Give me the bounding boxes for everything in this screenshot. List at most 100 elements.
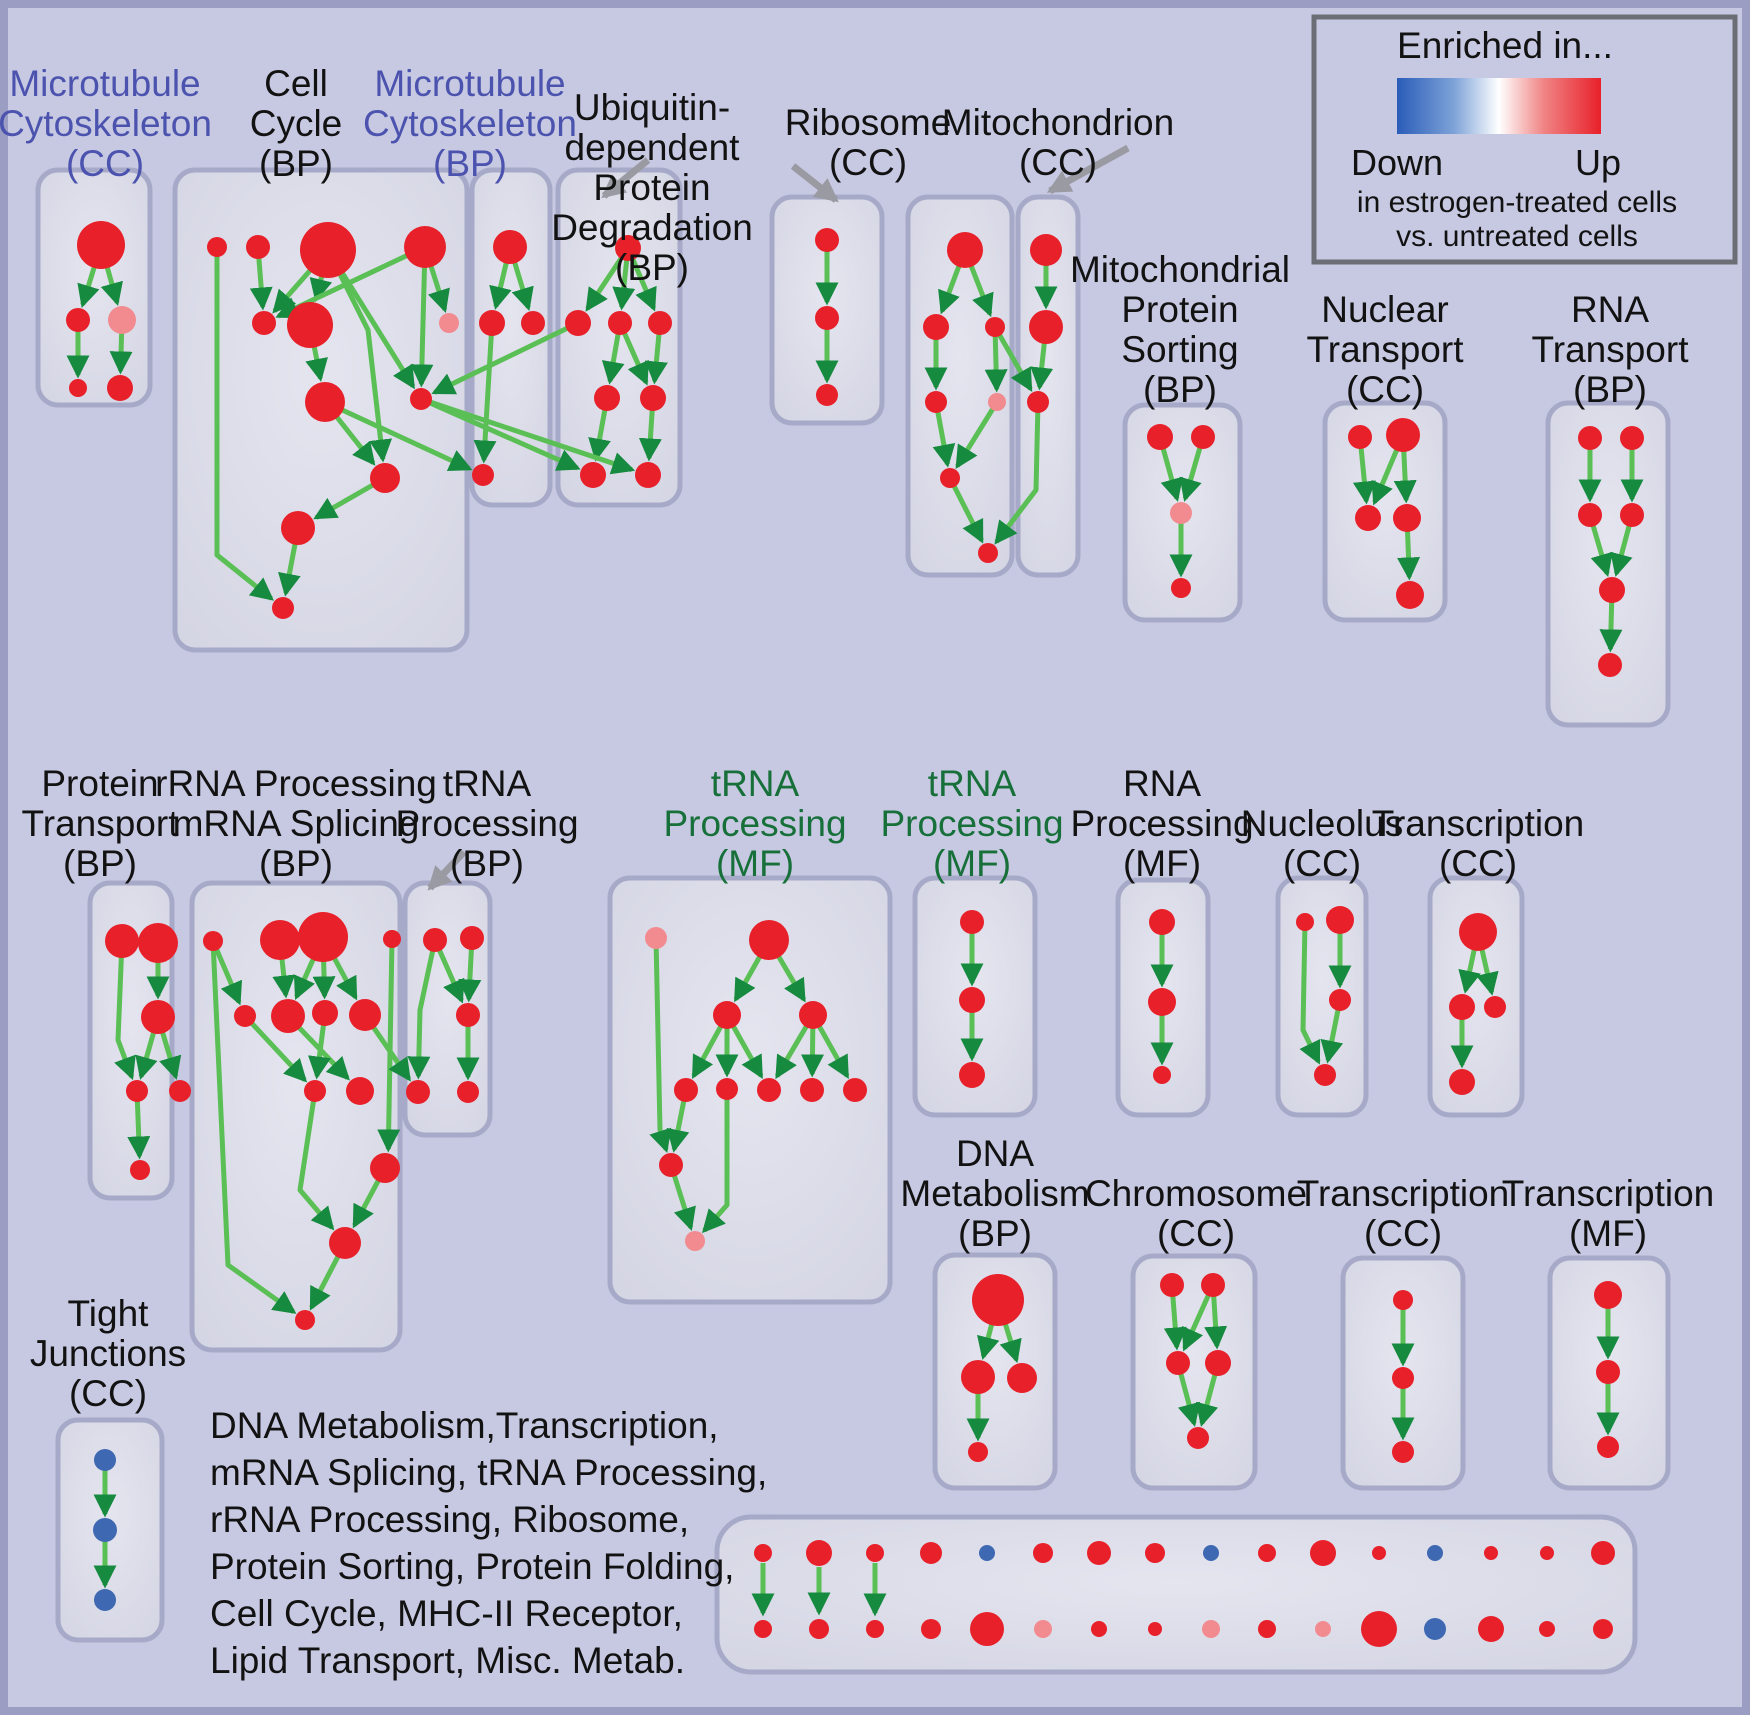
microtubule-cytoskeleton-bp-label: Microtubule Cytoskeleton (BP) [363,63,577,184]
go-term-node [1171,578,1191,598]
go-term-node [1329,989,1351,1011]
go-term-node [370,1153,400,1183]
go-term-node [207,237,227,257]
go-term-node [69,379,87,397]
rna-transport-bp-label: RNA Transport (BP) [1532,289,1690,410]
strip-node-bottom [1593,1619,1613,1639]
go-term-node [923,314,949,340]
go-term-node [94,1449,116,1471]
go-term-node [645,927,667,949]
go-term-node [312,1000,338,1026]
go-term-node [272,597,294,619]
go-term-node [281,511,315,545]
go-term-node [404,226,446,268]
go-term-node [1191,425,1215,449]
go-term-node [457,1081,479,1103]
nuclear-transport-cc-label: Nuclear Transport (CC) [1307,289,1465,410]
go-term-node [94,1589,116,1611]
go-term-node [406,1080,430,1104]
strip-node-top [1484,1546,1498,1560]
legend-title: Enriched in... [1397,25,1613,66]
strip-node-top [920,1542,942,1564]
ubiquitin-degradation-bp-left-label: Ubiquitin-dependent Protein Degradation (BP… [551,87,753,288]
strip-node-top [1591,1541,1615,1565]
relation-arrow [1299,921,1321,1065]
label-callout-arrow [427,849,467,891]
go-term-node [107,375,133,401]
strip-node-top [1033,1543,1053,1563]
relation-arrow [210,940,297,1314]
go-term-node [108,306,136,334]
go-term-node [346,1077,374,1105]
relation-arrow [214,247,274,601]
strip-node-bottom [866,1620,884,1638]
strip-node-bottom [754,1620,772,1638]
strip-node-bottom [1148,1622,1162,1636]
relation-arrow [297,1090,335,1231]
go-term-node [349,999,381,1031]
go-term-node [1396,581,1424,609]
go-term-node [635,462,661,488]
go-term-node [370,463,400,493]
relation-arrow [702,1089,730,1234]
go-term-node [410,388,432,410]
go-term-node [456,1003,480,1027]
go-term-node [985,317,1005,337]
relation-arrow [947,476,984,544]
strip-node-bottom [970,1612,1004,1646]
go-term-node [978,543,998,563]
go-term-node [439,313,459,333]
go-term-node [1296,913,1314,931]
go-term-node [1149,909,1175,935]
go-term-node [1598,653,1622,677]
go-term-node [246,235,270,259]
label-callout-arrow [601,157,651,199]
legend-subtitle-line2: vs. untreated cells [1396,220,1638,253]
strip-node-top [1372,1546,1386,1560]
strip-node-top [1427,1545,1443,1561]
go-term-node [1596,1360,1620,1384]
go-term-node [1449,994,1475,1020]
go-term-node [130,1160,150,1180]
relation-arrow [994,401,1041,545]
mitochondrial-protein-sorting-bp-label: Mitochondrial Protein Sorting (BP) [1070,249,1290,410]
go-term-node [295,1310,315,1330]
go-term-node [300,222,356,278]
go-term-node [1449,1069,1475,1095]
layer-gray-arrows [427,144,1130,891]
go-term-node [947,232,983,268]
strip-node-bottom [1258,1620,1276,1638]
go-term-node [960,910,984,934]
legend-up-label: Up [1575,142,1621,183]
relation-arrow [431,320,580,395]
go-term-node [1578,503,1602,527]
go-term-node [799,1001,827,1029]
trna-processing-mf-large-label: tRNA Processing (MF) [663,763,846,884]
go-term-node [260,920,300,960]
go-term-node [648,311,672,335]
go-term-node [287,302,333,348]
legend-down-label: Down [1351,142,1443,183]
go-term-node [298,912,348,962]
dna-metabolism-bp-box [932,1252,1058,1491]
go-term-node [1170,502,1192,524]
strip-node-top [1203,1545,1219,1561]
strip-node-top [1310,1540,1336,1566]
go-term-node [988,393,1006,411]
relation-arrow [243,1014,308,1083]
relation-arrow [649,937,672,1154]
relation-arrow [325,248,393,463]
go-term-node [93,1518,117,1542]
go-term-node [1348,425,1372,449]
go-term-node [105,924,139,958]
legend-subtitle-line1: in estrogen-treated cells [1357,186,1677,219]
go-term-node [1620,503,1644,527]
layer-labels: Microtubule Cytoskeleton (CC) Cell Cycle (BP)… [0,25,1714,1681]
go-term-node [304,1080,326,1102]
go-term-node [968,1442,988,1462]
go-term-node [1147,424,1173,450]
go-term-node [815,306,839,330]
go-term-node [1153,1066,1171,1084]
strip-node-top [1540,1546,1554,1560]
